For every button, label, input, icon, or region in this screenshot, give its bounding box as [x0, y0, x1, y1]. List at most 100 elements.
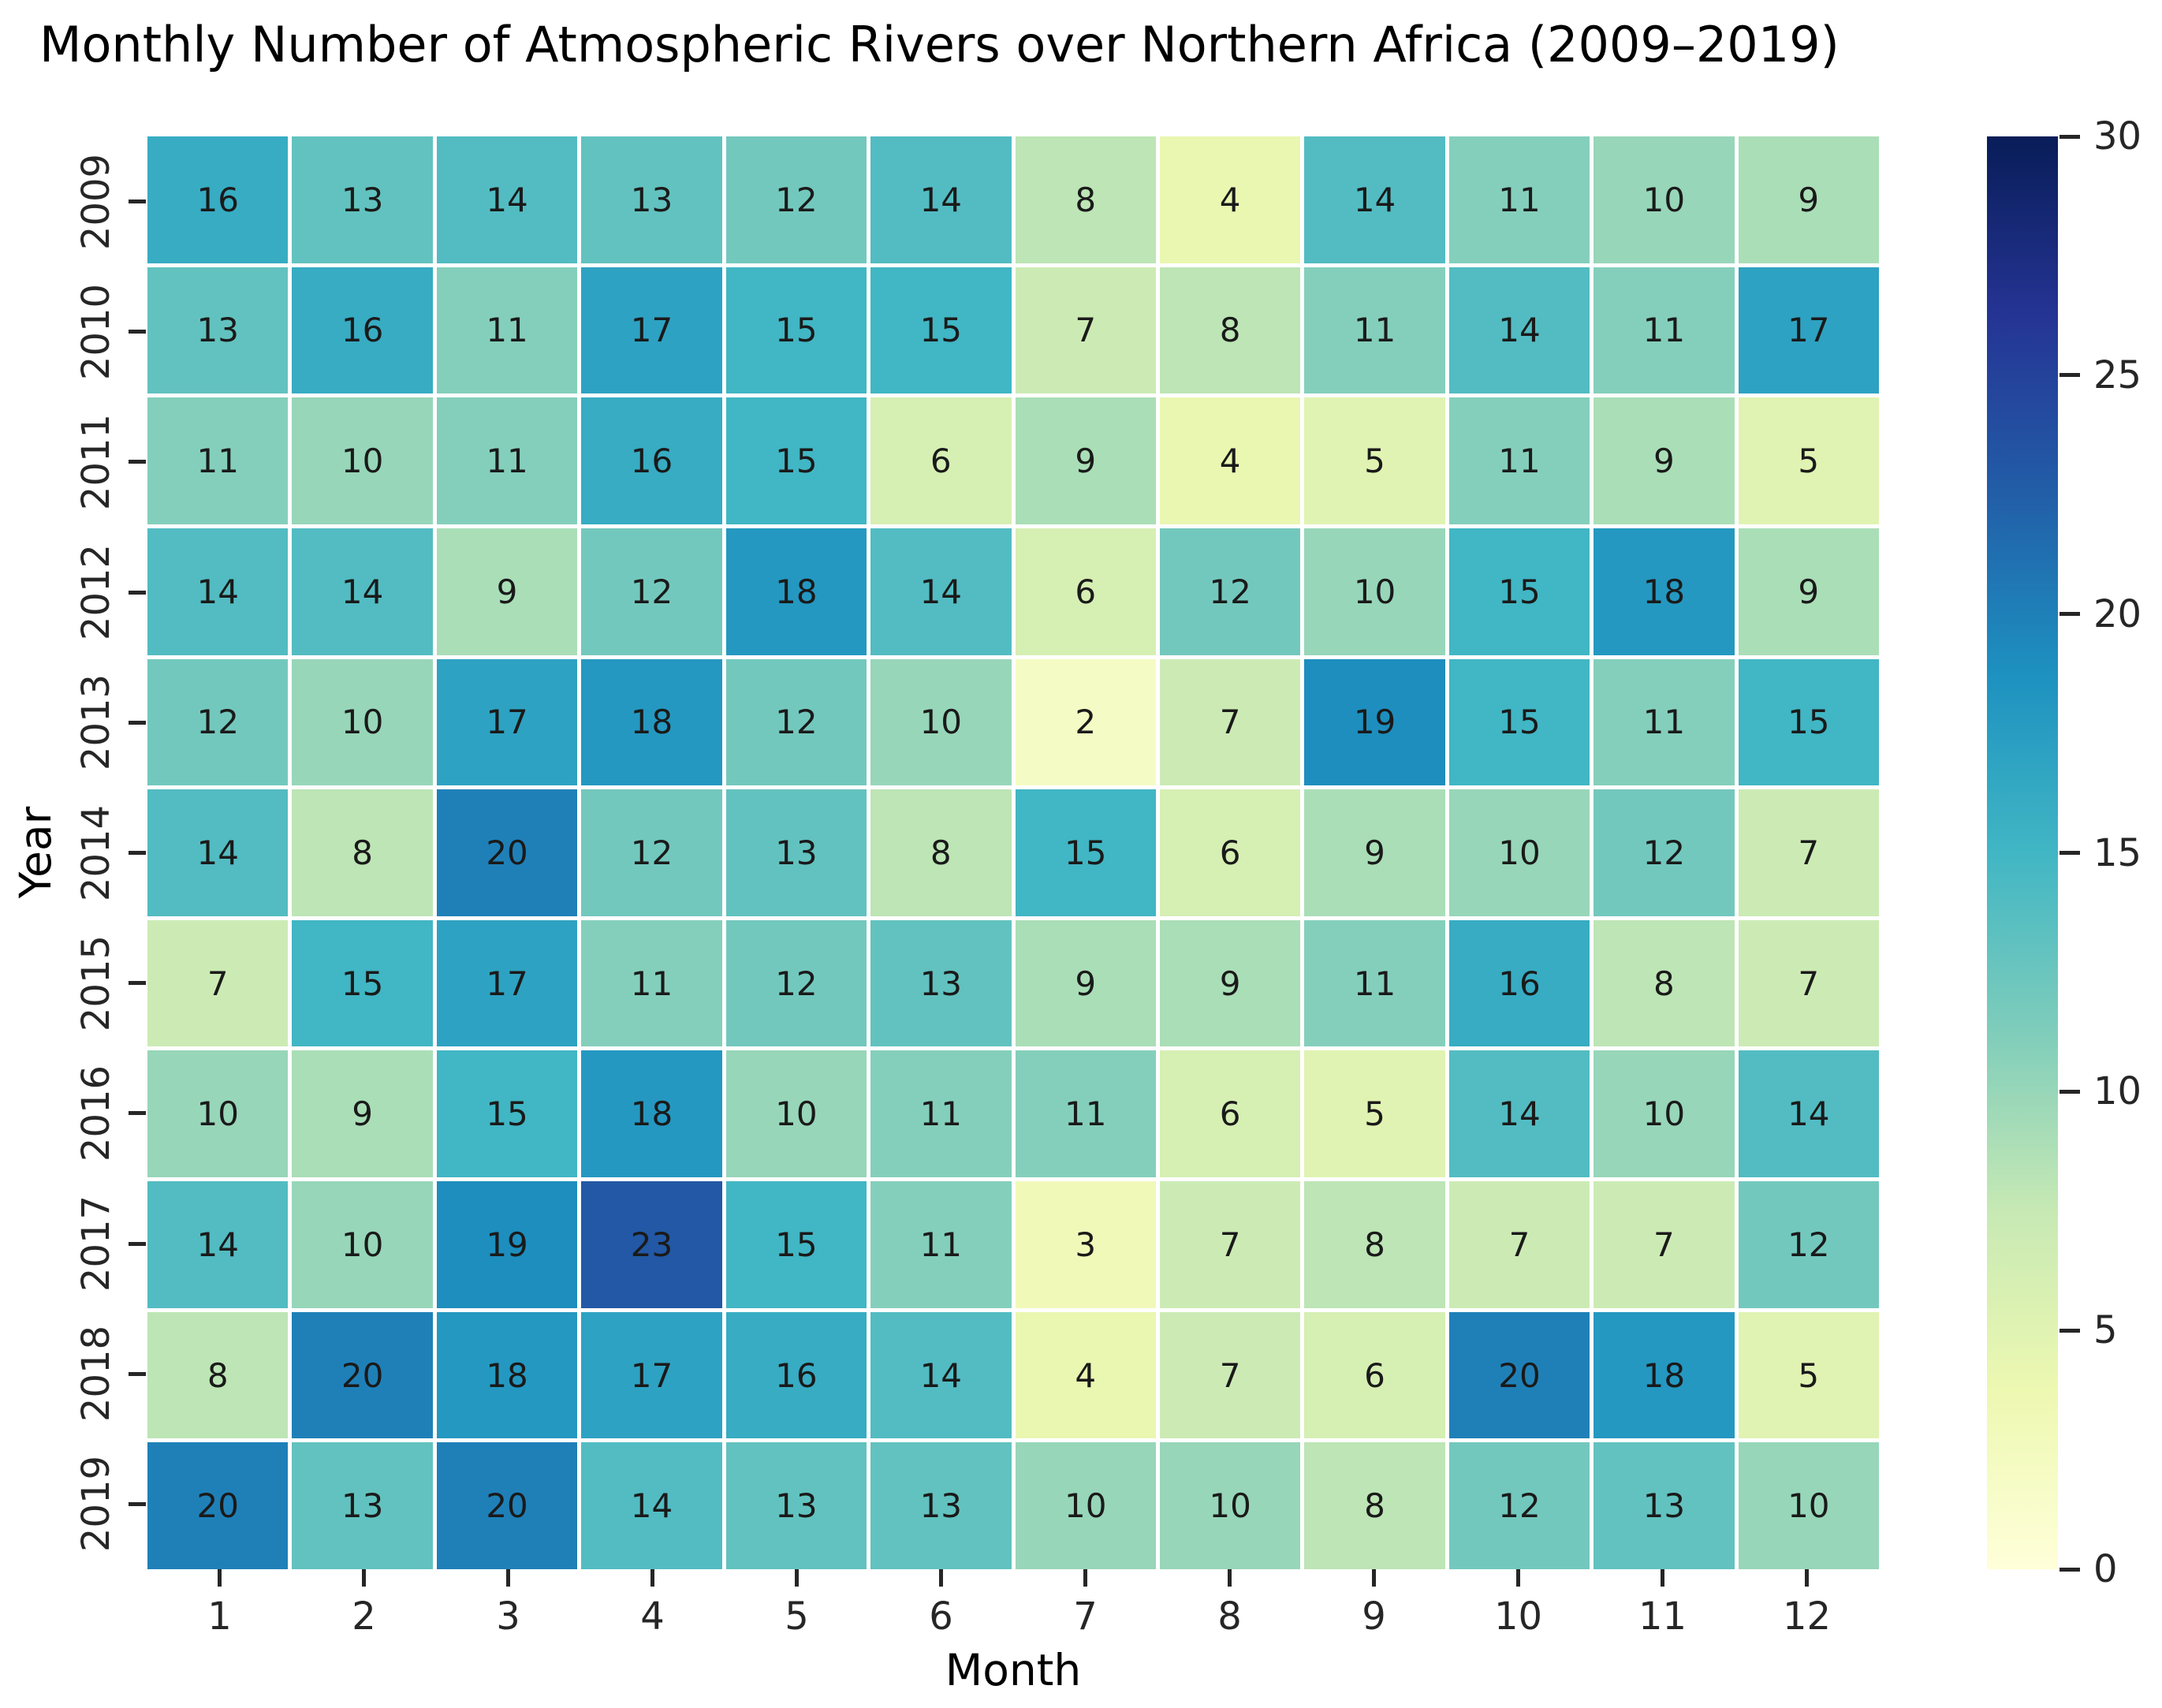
x-tick-mark — [506, 1569, 510, 1587]
y-tick-label: 2012 — [74, 544, 118, 641]
heatmap-cell: 12 — [725, 919, 867, 1047]
heatmap-cell: 5 — [1738, 397, 1879, 524]
y-tick-mark — [129, 1371, 146, 1376]
y-tick-mark — [129, 330, 146, 334]
heatmap-cell: 14 — [870, 1311, 1012, 1439]
heatmap-cell: 17 — [1738, 267, 1879, 394]
y-tick-label: 2013 — [74, 674, 118, 771]
heatmap-cell: 14 — [1448, 1050, 1590, 1178]
y-tick-label: 2009 — [74, 153, 118, 250]
heatmap-cell: 8 — [1015, 136, 1156, 263]
heatmap-cell: 6 — [1159, 789, 1301, 916]
heatmap-cell: 9 — [292, 1050, 433, 1178]
heatmap-cell: 20 — [292, 1311, 433, 1439]
heatmap-cell: 14 — [292, 528, 433, 655]
colorbar-tick-label: 15 — [2093, 830, 2142, 875]
heatmap-cell: 18 — [436, 1311, 578, 1439]
heatmap-cell: 10 — [292, 1181, 433, 1308]
y-tick-mark — [129, 460, 146, 464]
x-tick-mark — [1372, 1569, 1376, 1587]
heatmap-cell: 10 — [725, 1050, 867, 1178]
y-tick-label: 2017 — [74, 1195, 118, 1292]
y-tick-label: 2016 — [74, 1065, 118, 1162]
heatmap-cell: 9 — [1159, 919, 1301, 1047]
heatmap-cell: 8 — [870, 789, 1012, 916]
heatmap-cell: 8 — [292, 789, 433, 916]
heatmap-cell: 9 — [1738, 528, 1879, 655]
heatmap-cell: 10 — [1159, 1442, 1301, 1569]
y-tick-label: 2011 — [74, 413, 118, 511]
heatmap-cell: 15 — [436, 1050, 578, 1178]
x-tick-mark — [939, 1569, 943, 1587]
x-tick-label: 6 — [929, 1594, 953, 1639]
heatmap-cell: 13 — [870, 1442, 1012, 1569]
x-tick-label: 1 — [207, 1594, 232, 1639]
colorbar-tick-mark — [2059, 1328, 2080, 1333]
heatmap-grid: 16 13 14 13 12 14 8 4 14 11 10 9 13 16 11 17 15 15 7 8 11 14 1… — [147, 136, 1879, 1569]
heatmap-cell: 13 — [147, 267, 289, 394]
heatmap-cell: 14 — [1448, 267, 1590, 394]
colorbar-tick-label: 5 — [2093, 1308, 2118, 1353]
y-tick-mark — [129, 720, 146, 725]
y-tick-label: 2019 — [74, 1456, 118, 1553]
heatmap-cell: 19 — [436, 1181, 578, 1308]
heatmap-cell: 7 — [1448, 1181, 1590, 1308]
heatmap-cell: 10 — [1304, 528, 1445, 655]
x-tick-label: 4 — [640, 1594, 665, 1639]
colorbar-tick-label: 30 — [2093, 114, 2142, 158]
heatmap-cell: 13 — [292, 136, 433, 263]
colorbar-tick-label: 25 — [2093, 352, 2142, 397]
heatmap-cell: 7 — [1594, 1181, 1735, 1308]
heatmap-cell: 7 — [147, 919, 289, 1047]
heatmap-cell: 14 — [581, 1442, 722, 1569]
heatmap-cell: 14 — [870, 136, 1012, 263]
heatmap-cell: 9 — [1304, 789, 1445, 916]
heatmap-cell: 11 — [870, 1181, 1012, 1308]
heatmap-cell: 12 — [581, 528, 722, 655]
x-tick-mark — [1083, 1569, 1087, 1587]
colorbar-tick-mark — [2059, 134, 2080, 139]
colorbar-tick-label: 10 — [2093, 1069, 2142, 1114]
heatmap-cell: 17 — [581, 267, 722, 394]
heatmap-cell: 15 — [1738, 658, 1879, 786]
heatmap-cell: 13 — [581, 136, 722, 263]
heatmap-cell: 9 — [1594, 397, 1735, 524]
y-tick-label: 2014 — [74, 804, 118, 901]
heatmap-cell: 20 — [436, 789, 578, 916]
heatmap-cell: 6 — [870, 397, 1012, 524]
colorbar-tick-label: 20 — [2093, 591, 2142, 636]
heatmap-cell: 14 — [147, 528, 289, 655]
x-tick-mark — [362, 1569, 366, 1587]
heatmap-cell: 4 — [1015, 1311, 1156, 1439]
x-tick-label: 8 — [1217, 1594, 1242, 1639]
heatmap-cell: 14 — [436, 136, 578, 263]
heatmap-cell: 3 — [1015, 1181, 1156, 1308]
heatmap-cell: 15 — [292, 919, 433, 1047]
heatmap-cell: 4 — [1159, 136, 1301, 263]
heatmap-cell: 7 — [1159, 658, 1301, 786]
y-tick-mark — [129, 1241, 146, 1246]
heatmap-cell: 15 — [870, 267, 1012, 394]
heatmap-cell: 2 — [1015, 658, 1156, 786]
y-tick-mark — [129, 1111, 146, 1116]
heatmap-cell: 11 — [1448, 397, 1590, 524]
heatmap-cell: 10 — [1594, 1050, 1735, 1178]
heatmap-cell: 9 — [1015, 397, 1156, 524]
heatmap-cell: 10 — [147, 1050, 289, 1178]
x-tick-label: 2 — [352, 1594, 376, 1639]
heatmap-cell: 15 — [725, 1181, 867, 1308]
heatmap-cell: 12 — [1448, 1442, 1590, 1569]
heatmap-cell: 17 — [581, 1311, 722, 1439]
heatmap-cell: 6 — [1015, 528, 1156, 655]
colorbar-tick-label: 0 — [2093, 1547, 2118, 1591]
x-tick-mark — [795, 1569, 799, 1587]
heatmap-cell: 10 — [292, 397, 433, 524]
heatmap-cell: 18 — [1594, 528, 1735, 655]
x-tick-label: 11 — [1638, 1594, 1687, 1639]
x-tick-label: 9 — [1362, 1594, 1386, 1639]
heatmap-cell: 5 — [1738, 1311, 1879, 1439]
heatmap-cell: 7 — [1738, 919, 1879, 1047]
heatmap-cell: 14 — [1304, 136, 1445, 263]
heatmap-cell: 15 — [725, 397, 867, 524]
y-tick-label: 2018 — [74, 1326, 118, 1423]
